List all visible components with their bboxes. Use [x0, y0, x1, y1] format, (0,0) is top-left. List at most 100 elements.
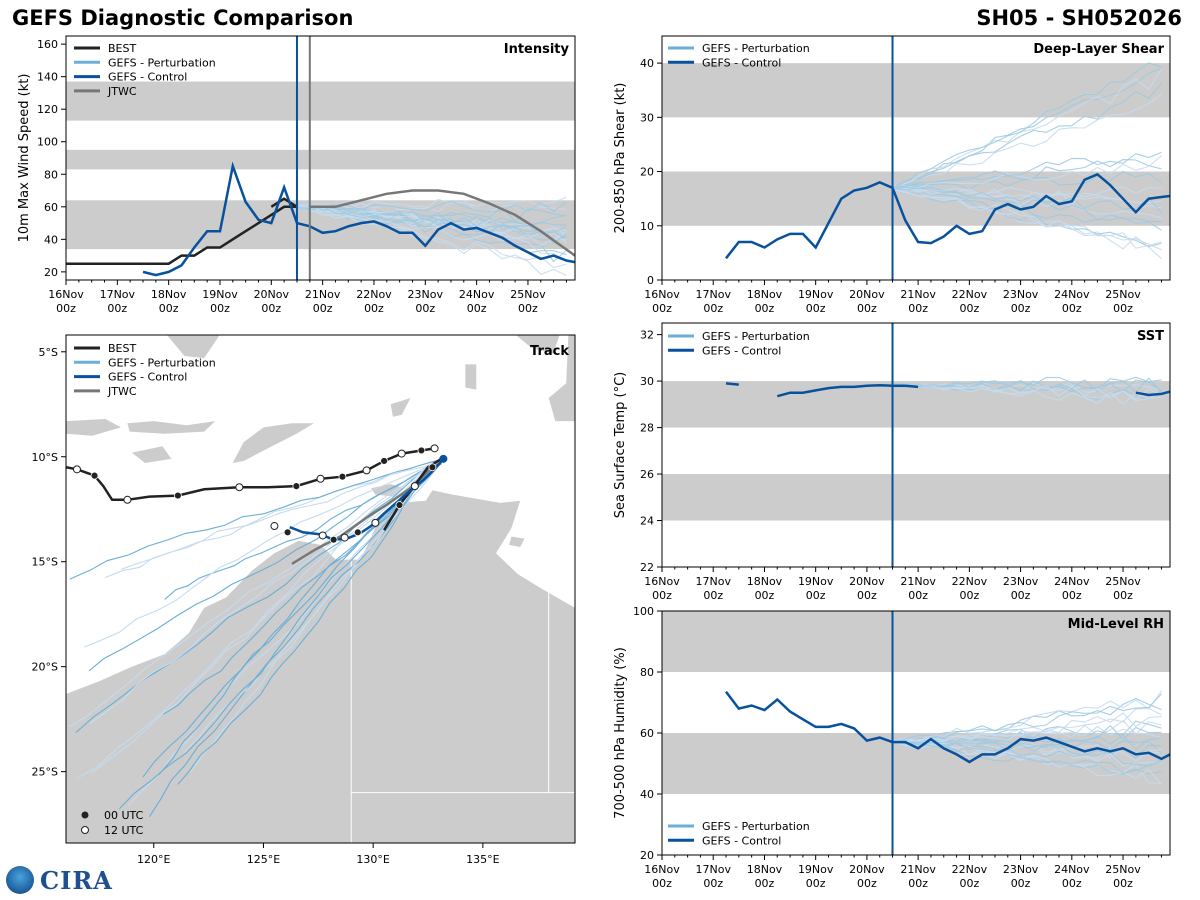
rh-y-tick-label: 80 — [640, 666, 654, 679]
shear-x-tick-label-z: 00z — [1062, 302, 1082, 315]
rh-x-tick-label-z: 00z — [857, 877, 877, 890]
shear-perturbation-line — [892, 68, 1162, 187]
sst-x-tick-label: 21Nov — [900, 575, 936, 588]
new-guinea — [548, 335, 575, 422]
rh-x-tick-label: 23Nov — [1003, 863, 1039, 876]
rh-x-tick-label-z: 00z — [959, 877, 979, 890]
shear-x-tick-label: 18Nov — [747, 288, 783, 301]
sst-x-tick-label-z: 00z — [908, 589, 928, 602]
rh-x-tick-label-z: 00z — [652, 877, 672, 890]
marker-00utc — [292, 482, 301, 491]
sst-x-tick-label-z: 00z — [1113, 589, 1133, 602]
rh-x-tick-label: 20Nov — [849, 863, 885, 876]
intensity-legend-label: GEFS - Perturbation — [108, 56, 216, 69]
rh-x-tick-label: 25Nov — [1105, 863, 1141, 876]
shear-x-tick-label-z: 00z — [755, 302, 775, 315]
perturbation-track — [158, 458, 444, 775]
legend-12utc-marker — [81, 826, 89, 834]
shear-perturbation-line — [892, 62, 1162, 188]
intensity-legend-label: JTWC — [107, 85, 137, 98]
sst-y-tick-label: 30 — [640, 375, 654, 388]
cira-logo: CIRA — [6, 866, 116, 896]
marker-12utc — [340, 533, 349, 542]
sst-x-tick-label-z: 00z — [806, 589, 826, 602]
intensity-panel: 20 40 60 80 100 120 140 160 10m Max Wind Speed (… — [17, 35, 576, 281]
rh-x-tick-label-z: 00z — [1062, 877, 1082, 890]
intensity-band — [66, 81, 575, 121]
sst-y-tick-label: 28 — [640, 422, 654, 435]
track-legend-label: GEFS - Perturbation — [108, 356, 216, 369]
track-legend-label: BEST — [108, 342, 136, 355]
rh-perturbation-line — [892, 693, 1162, 743]
rh-x-tick-label: 24Nov — [1054, 863, 1090, 876]
shear-y-tick-label: 20 — [640, 166, 654, 179]
intensity-best-line — [66, 205, 297, 265]
shear-perturbation-line — [892, 189, 1162, 249]
flores-island — [127, 421, 216, 434]
perturbation-track — [84, 458, 444, 648]
intensity-x-tick-label-z: 00z — [415, 302, 435, 315]
rh-perturbation-line — [892, 741, 1162, 774]
marker-12utc — [316, 474, 325, 483]
shear-perturbation-line — [892, 151, 1162, 188]
shear-perturbation-line — [892, 186, 1162, 214]
marker-12utc — [235, 483, 244, 492]
noaa-logo-icon — [6, 866, 34, 894]
sst-panel: 22 24 26 28 30 32 Sea Surface Temp (°C) SST — [613, 322, 1171, 574]
shear-frame — [661, 35, 1171, 281]
rh-y-tick-label: 60 — [640, 727, 654, 740]
sst-x-tick-label: 18Nov — [747, 575, 783, 588]
intensity-y-tick-label: 40 — [44, 233, 58, 246]
intensity-title: Intensity — [504, 42, 570, 57]
intensity-y-tick-label: 100 — [37, 136, 58, 149]
main-title: GEFS Diagnostic Comparison — [12, 6, 354, 30]
rh-y-tick-label: 20 — [640, 849, 654, 862]
sst-y-tick-label: 24 — [640, 515, 654, 528]
rh-band — [662, 611, 1170, 672]
rh-x-tick-label-z: 00z — [755, 877, 775, 890]
shear-y-tick-label: 40 — [640, 57, 654, 70]
rh-x-tick-label: 21Nov — [900, 863, 936, 876]
rh-x-tick-label-z: 00z — [1113, 877, 1133, 890]
sst-x-tick-label: 19Nov — [798, 575, 834, 588]
shear-perturbation-line — [892, 83, 1162, 188]
sst-title: SST — [1137, 329, 1164, 344]
intensity-x-tick-label: 18Nov — [151, 288, 187, 301]
new-guinea-north — [515, 335, 560, 354]
intensity-legend-label: BEST — [108, 42, 136, 55]
intensity-x-tick-label-z: 00z — [107, 302, 127, 315]
tanimbar-island — [390, 398, 411, 417]
sumbawa-island — [66, 419, 121, 436]
sst-x-tick-label: 16Nov — [644, 575, 680, 588]
marker-12utc — [318, 531, 327, 540]
intensity-perturbation-line — [296, 206, 567, 245]
rh-y-tick-label: 40 — [640, 788, 654, 801]
sst-x-tick-label: 20Nov — [849, 575, 885, 588]
shear-y-tick-label: 0 — [647, 274, 654, 287]
track-y-tick-label: 10°S — [32, 451, 58, 464]
rh-perturbation-line — [892, 712, 1162, 745]
shear-x-tick-label: 25Nov — [1105, 288, 1141, 301]
track-y-tick-label: 15°S — [32, 556, 58, 569]
perturbation-track — [88, 458, 444, 672]
rh-x-tick-label-z: 00z — [1011, 877, 1031, 890]
rh-x-tick-label: 17Nov — [695, 863, 731, 876]
sst-x-tick-label: 24Nov — [1054, 575, 1090, 588]
rh-control-line — [725, 691, 1170, 764]
timor-island — [232, 423, 314, 463]
sst-control-line — [1135, 390, 1170, 397]
intensity-x-tick-label: 22Nov — [356, 288, 392, 301]
sst-legend-label: GEFS - Perturbation — [702, 330, 810, 343]
rh-y-tick-label: 100 — [633, 605, 654, 618]
shear-x-tick-label-z: 00z — [806, 302, 826, 315]
sst-x-tick-label-z: 00z — [1011, 589, 1031, 602]
legend-00utc-label: 00 UTC — [104, 809, 144, 822]
shear-legend-label: GEFS - Control — [702, 56, 781, 69]
sst-data — [725, 376, 1170, 405]
sst-x-tick-label-z: 00z — [652, 589, 672, 602]
sst-x-tick-label-z: 00z — [755, 589, 775, 602]
marker-12utc — [270, 522, 279, 531]
cira-logo-text: CIRA — [40, 866, 113, 895]
sst-control-line — [725, 382, 739, 386]
